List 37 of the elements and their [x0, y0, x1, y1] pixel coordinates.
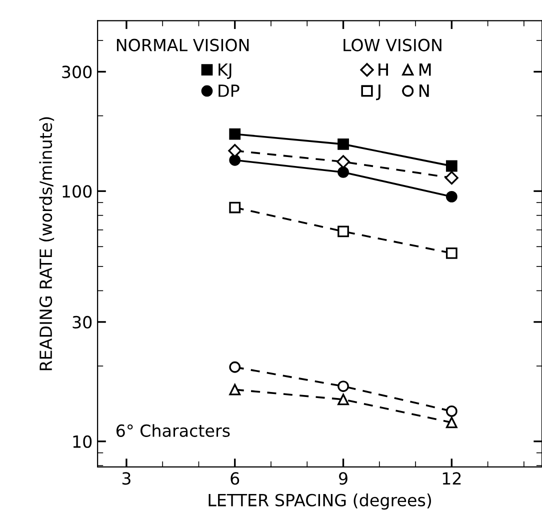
- point: [446, 247, 458, 259]
- point: [229, 202, 241, 214]
- point: [338, 394, 349, 406]
- point: [446, 416, 458, 428]
- point: [338, 380, 349, 392]
- x-tick-label: 9: [339, 472, 348, 485]
- point: [446, 405, 458, 417]
- legend-label: DP: [218, 84, 240, 97]
- point: [338, 226, 349, 238]
- point: [336, 155, 350, 168]
- annotation: NORMAL VISION: [116, 38, 249, 52]
- y-tick-label: 10: [73, 435, 92, 448]
- point: [446, 160, 458, 172]
- point: [229, 361, 241, 373]
- legend-label: J: [376, 84, 380, 100]
- x-tick-label: 12: [442, 472, 461, 485]
- x-tick-label: 3: [122, 472, 130, 485]
- point: [228, 144, 242, 158]
- legend-label: H: [378, 64, 388, 76]
- legend-label: N: [420, 84, 429, 97]
- point: [444, 171, 458, 185]
- annotation: 6° Characters: [116, 424, 230, 437]
- point: [338, 138, 349, 150]
- annotation: LOW VISION: [344, 38, 442, 52]
- point: [229, 128, 241, 140]
- y-tick-label: 100: [62, 185, 92, 198]
- point: [446, 190, 458, 202]
- legend-label: M: [420, 64, 431, 76]
- y-tick-label: 30: [72, 316, 92, 329]
- x-tick-label: 6: [230, 472, 240, 485]
- x-axis-title: LETTER SPACING (degrees): [208, 494, 431, 510]
- y-axis-title: READING RATE (words/minute): [39, 117, 54, 370]
- point: [229, 154, 241, 166]
- point: [229, 384, 241, 396]
- y-tick-label: 300: [62, 66, 92, 78]
- legend-label: KJ: [218, 64, 232, 80]
- point: [338, 166, 349, 178]
